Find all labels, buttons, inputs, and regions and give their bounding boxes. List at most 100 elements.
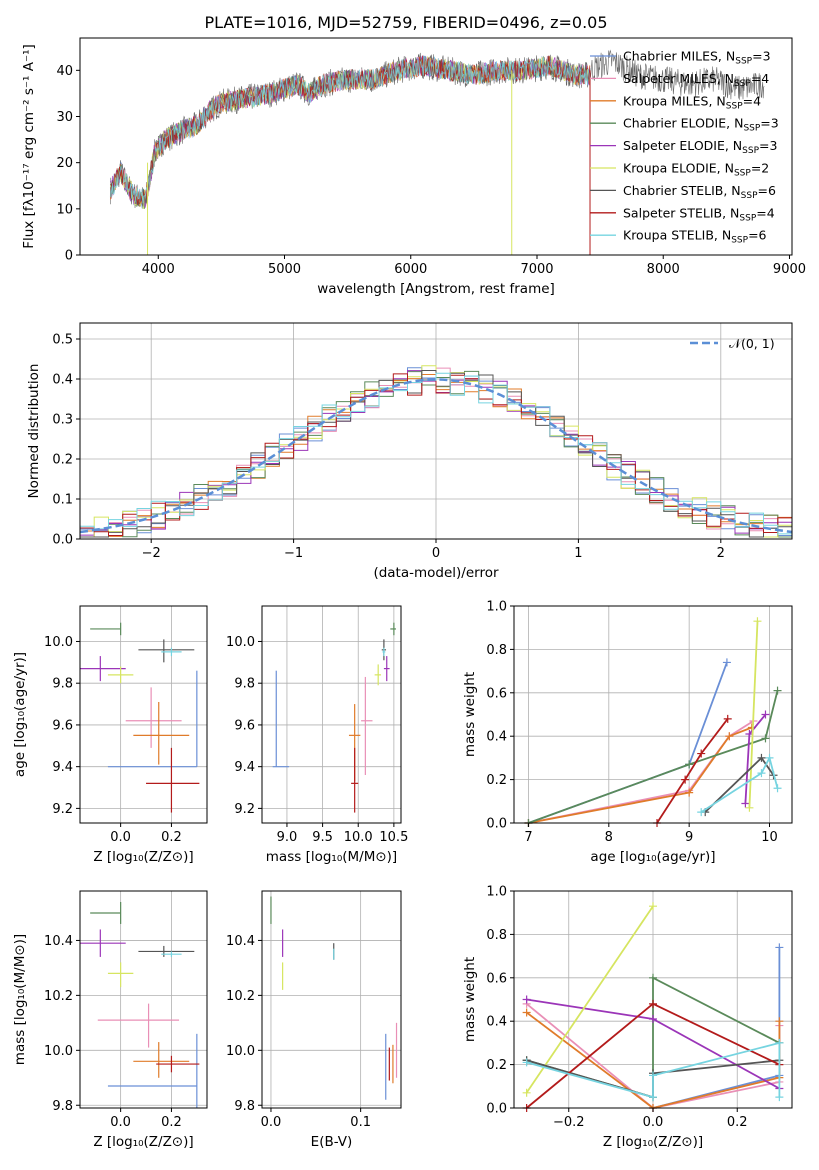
legend-subscript: SSP [735,57,752,67]
x-tick-label: 10.5 [379,830,408,845]
x-tick-label: 7000 [520,262,553,277]
series-line [528,690,779,824]
y-tick-label: 0.3 [52,413,73,428]
data-point-marker [757,753,766,762]
data-point-marker [775,1093,784,1102]
data-point-marker [725,732,734,741]
x-tick-label: 0.0 [110,830,131,845]
data-point-marker [773,686,782,695]
y-tick-label: 9.2 [52,802,73,817]
age-vs-mass-panel: 9.0 9.5 10.0 10.5 9.2 9.4 9.6 9.8 10.0 mass [log₁… [226,605,408,865]
y-tick-label: 9.8 [234,1099,255,1114]
y-tick-label: 0 [65,249,73,264]
histogram-panel: −2 −1 0 1 2 0.0 0.1 0.2 0.3 0.4 0.5 (data-model)/er… [26,322,793,581]
x-tick-label: 0.1 [350,1115,371,1130]
x-tick-label: 0.0 [110,1115,131,1130]
data-point-marker [685,760,694,769]
legend-entry: Salpeter MILES, NSSP=4 [623,71,769,89]
legend-entry: 𝒩(0, 1) [729,336,775,351]
y-tick-label: 0.2 [486,1058,507,1073]
legend-entry-value: =4 [756,205,774,220]
histogram-series [80,372,792,535]
y-tick-label: 0.8 [486,643,507,658]
x-axis-label: E(B-V) [311,1134,353,1150]
histogram-series [80,373,792,536]
mass-vs-z-panel: 0.0 0.2 9.8 10.0 10.2 10.4 Z [log₁₀(Z/Z⊙)] mass… [12,890,208,1150]
axes-frame [261,605,402,824]
y-tick-label: 0.6 [486,686,507,701]
data-point-marker [685,788,694,797]
data-point-marker [775,1017,784,1026]
y-tick-label: 0.0 [52,533,73,548]
x-tick-label: 9000 [773,262,806,277]
data-point-marker [775,1038,784,1047]
x-tick-label: 10.0 [344,830,373,845]
legend-entry: Salpeter ELODIE, NSSP=3 [623,138,777,156]
legend-entry-value: =4 [743,93,761,108]
x-tick-label: 2 [717,546,725,561]
x-axis-label: Z [log₁₀(Z/Z⊙)] [603,1134,703,1150]
x-axis-label: Z [log₁₀(Z/Z⊙)] [93,849,193,865]
x-tick-label: 8 [605,830,613,845]
x-tick-label: 0 [432,546,440,561]
y-tick-label: 9.4 [234,760,255,775]
axes-frame [79,890,208,1109]
legend-entry: Kroupa MILES, NSSP=4 [623,93,761,111]
y-tick-label: 0.6 [486,971,507,986]
series-line [528,726,753,824]
y-tick-label: 1.0 [486,600,507,615]
y-tick-label: 0.8 [486,928,507,943]
chart-title: PLATE=1016, MJD=52759, FIBERID=0496, z=0… [204,13,607,32]
x-tick-label: 8000 [647,262,680,277]
x-tick-label: −1 [284,546,303,561]
y-tick-label: 10.0 [44,635,73,650]
y-tick-label: 30 [56,110,73,125]
series-line [704,756,775,813]
y-tick-label: 10.4 [226,934,255,949]
data-point-marker [745,803,754,812]
x-tick-label: 0.0 [643,1115,664,1130]
axes-frame [79,605,208,824]
data-point-marker [697,808,706,817]
legend-entry-value: =6 [748,228,766,243]
y-tick-label: 9.8 [52,677,73,692]
y-tick-label: 0.4 [486,730,507,745]
x-axis-label: (data-model)/error [373,565,499,581]
x-tick-label: 0.2 [161,830,182,845]
y-tick-label: 20 [56,156,73,171]
legend-entry-value: =3 [760,116,778,131]
data-point-marker [649,1093,657,1102]
x-axis-label: Z [log₁₀(Z/Z⊙)] [93,1134,193,1150]
data-point-marker [775,943,784,952]
y-axis-label: age [log₁₀(age/yr)] [12,652,28,777]
x-tick-label: 0.2 [727,1115,748,1130]
axes-frame [79,37,793,256]
spectrum-panel: 4000 5000 6000 7000 8000 9000 0 10 20 30 40 wavelen… [21,13,806,297]
legend-entry: Chabrier MILES, NSSP=3 [623,49,771,67]
y-tick-label: 0.4 [52,373,73,388]
y-tick-label: 10 [56,202,73,217]
legend-subscript: SSP [731,236,748,246]
legend-entry-value: =2 [751,161,769,176]
y-tick-label: 0.5 [52,333,73,348]
y-tick-label: 10.0 [44,1044,73,1059]
legend-entry-value: =6 [758,183,776,198]
y-axis-label: mass weight [462,672,478,757]
legend-subscript: SSP [742,146,759,156]
y-tick-label: 10.4 [44,934,73,949]
x-tick-label: 0.0 [261,1115,282,1130]
y-axis-label: Normed distribution [26,364,42,499]
series-line [700,755,779,813]
y-axis-label: mass weight [462,957,478,1042]
data-point-marker [765,753,774,762]
y-axis-label: Flux [fλ10⁻¹⁷ erg cm⁻² s⁻¹ A⁻¹] [21,44,37,249]
y-tick-label: 40 [56,64,73,79]
legend-entry-value: =3 [759,138,777,153]
data-point-marker [757,769,766,778]
x-tick-label: 7 [524,830,532,845]
data-point-marker [681,775,690,784]
y-tick-label: 9.6 [52,718,73,733]
data-point-marker [741,799,750,808]
legend-subscript: SSP [739,213,756,223]
